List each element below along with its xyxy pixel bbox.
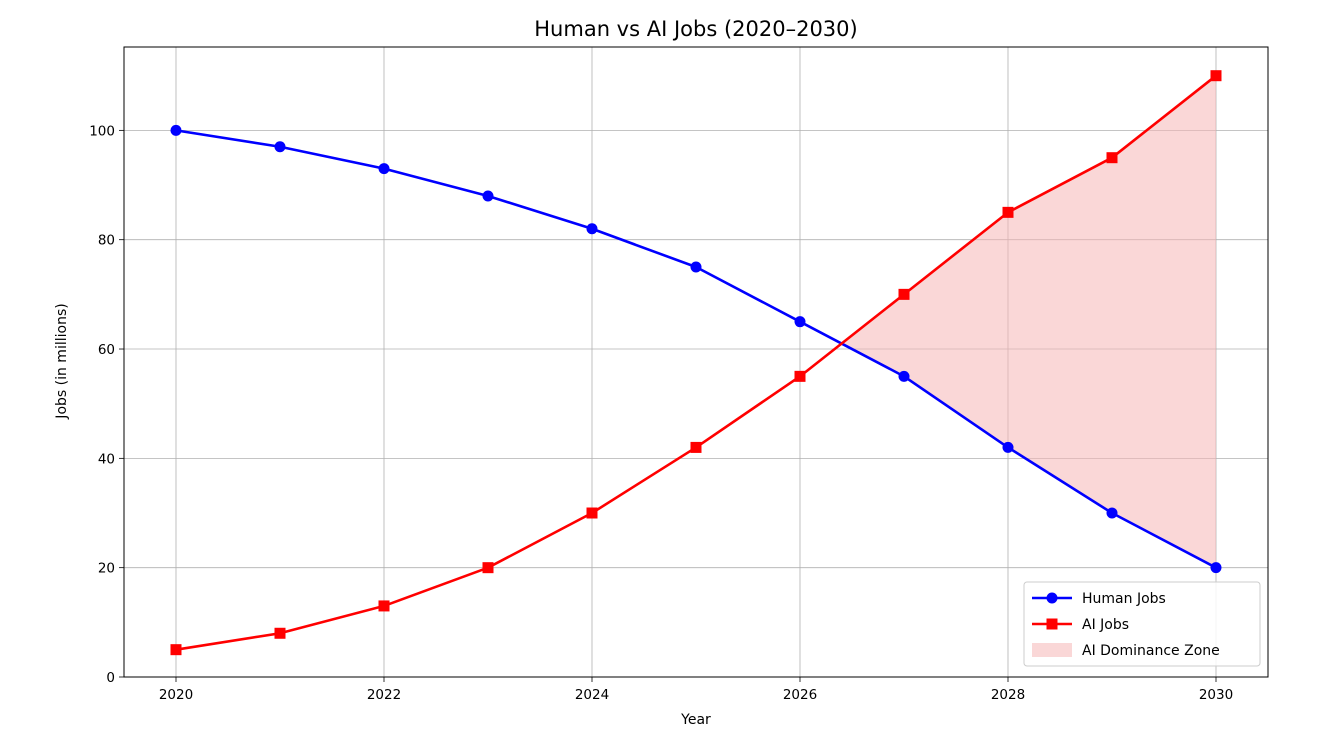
ai-dominance-zone-area [841, 75, 1216, 568]
ai-jobs-point [1210, 70, 1222, 82]
ai-jobs-point [794, 370, 806, 382]
human-jobs-point [1002, 441, 1014, 453]
ai-jobs-point [378, 600, 390, 612]
ai-jobs-point [274, 627, 286, 639]
y-tick-label: 0 [106, 670, 115, 686]
plot-frame [123, 46, 1269, 678]
y-tick-label: 40 [98, 451, 115, 467]
legend-ai-dominance-zone-swatch [1032, 643, 1072, 657]
ai-jobs-point [690, 441, 702, 453]
x-axis-label: Year [680, 712, 711, 728]
human-jobs-point [482, 190, 494, 202]
ai-jobs-point [482, 562, 494, 574]
ai-jobs-point [898, 288, 910, 300]
ai-jobs-point [1002, 206, 1014, 218]
legend-box [1023, 581, 1261, 667]
human-jobs-point [170, 124, 182, 136]
y-tick-label: 20 [98, 561, 115, 577]
series-lines [170, 70, 1222, 656]
x-tick-label: 2020 [159, 687, 193, 703]
axes-frame [123, 46, 1269, 678]
x-tick-label: 2026 [783, 687, 817, 703]
human-jobs-point [1210, 562, 1222, 574]
human-jobs-point [690, 261, 702, 273]
ai-dominance-zone-fill [841, 75, 1216, 568]
legend-ai-jobs-label: AI Jobs [1082, 617, 1129, 633]
y-tick-label: 60 [98, 342, 115, 358]
human-jobs-point [274, 141, 286, 153]
x-tick-label: 2030 [1199, 687, 1233, 703]
ai-jobs-point [586, 507, 598, 519]
x-tick-label: 2022 [367, 687, 401, 703]
y-axis-label: Jobs (in millions) [54, 303, 70, 419]
x-tick-label: 2024 [575, 687, 609, 703]
human-jobs-point [794, 316, 806, 328]
human-jobs-point [586, 223, 598, 235]
ai-jobs-point [1106, 152, 1118, 164]
human-jobs-point [378, 163, 390, 175]
legend-human-jobs-label: Human Jobs [1082, 591, 1166, 607]
y-tick-label: 80 [98, 233, 115, 249]
legend-human-jobs-marker [1046, 592, 1058, 604]
y-tick-label: 100 [89, 123, 115, 139]
chart-title: Human vs AI Jobs (2020–2030) [534, 17, 857, 41]
legend-ai-jobs-marker [1046, 618, 1058, 630]
ai-jobs-point [170, 644, 182, 656]
x-tick-label: 2028 [991, 687, 1025, 703]
legend-ai-dominance-zone-label: AI Dominance Zone [1082, 643, 1220, 659]
legend: Human Jobs AI Jobs AI Dominance Zone [1023, 581, 1261, 667]
human-jobs-point [898, 370, 910, 382]
tick-labels: 2020 2022 2024 2026 2028 2030 0 20 40 60 80 100 [89, 123, 1233, 703]
human-jobs-point [1106, 507, 1118, 519]
